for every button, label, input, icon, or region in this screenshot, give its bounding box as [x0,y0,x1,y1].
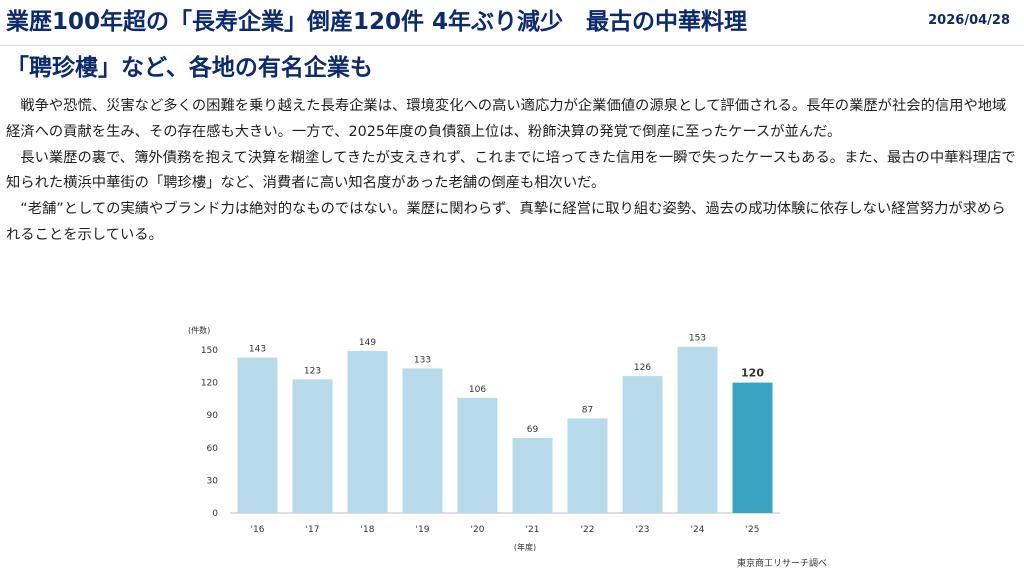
y-tick-label: 90 [207,411,219,421]
bar [567,418,608,513]
bar [347,351,388,513]
x-tick-label: '18 [361,525,375,535]
data-label: 120 [741,367,764,380]
y-tick-label: 0 [212,509,218,519]
data-label: 143 [249,345,266,355]
article-body: 戦争や恐慌、災害など多くの困難を乗り越えた長寿企業は、環境変化への高い適応力が企… [6,94,1016,249]
x-tick-label: '20 [471,525,485,535]
y-tick-label: 60 [207,444,219,454]
bar [457,397,498,513]
y-tick-label: 120 [201,379,218,389]
bar [402,368,443,513]
x-tick-label: '25 [746,525,760,535]
x-tick-label: '22 [581,525,595,535]
headline-line-1: 業歴100年超の「長寿企業」倒産120件 4年ぶり減少 最古の中華料理 [6,9,748,35]
x-tick-label: '19 [416,525,430,535]
bar [512,438,553,513]
header-divider [0,45,1024,46]
data-label: 123 [304,366,321,376]
bar [677,346,718,513]
bar [292,379,333,513]
x-tick-label: '21 [526,525,540,535]
x-axis-label: (年度) [514,542,536,552]
headline-line-2: 「聘珍樓」など、各地の有名企業も [6,55,373,81]
article-paragraph-3: “老舗”としての実績やブランド力は絶対的なものではない。業歴に関わらず、真摯に経… [6,201,1006,243]
data-label: 149 [359,338,376,348]
data-label: 153 [689,334,706,344]
y-tick-label: 150 [201,346,218,356]
x-tick-label: '24 [691,525,705,535]
x-tick-label: '23 [636,525,650,535]
bankruptcy-bar-chart: (件数) (年度) 0 30 60 90 120 150 143 '16 123 '17 149 '1… [188,325,780,552]
publish-date: 2026/04/28 [928,13,1010,28]
bar [622,376,663,513]
y-axis-label: (件数) [188,325,210,335]
source-note: 東京商工リサーチ調べ [737,559,828,569]
y-tick-label: 30 [207,476,219,486]
data-label: 133 [414,355,431,365]
bar [237,357,278,513]
bar [732,382,773,513]
data-label: 69 [527,425,539,435]
x-tick-label: '17 [306,525,320,535]
data-label: 106 [469,385,486,395]
article-paragraph-2: 長い業歴の裏で、簿外債務を抱えて決算を糊塗してきたが支えきれず、これまでに培って… [6,149,1016,192]
data-label: 87 [582,405,593,415]
x-tick-label: '16 [251,525,265,535]
data-label: 126 [634,363,651,373]
article-paragraph-1: 戦争や恐慌、災害など多くの困難を乗り越えた長寿企業は、環境変化への高い適応力が企… [6,98,1007,140]
